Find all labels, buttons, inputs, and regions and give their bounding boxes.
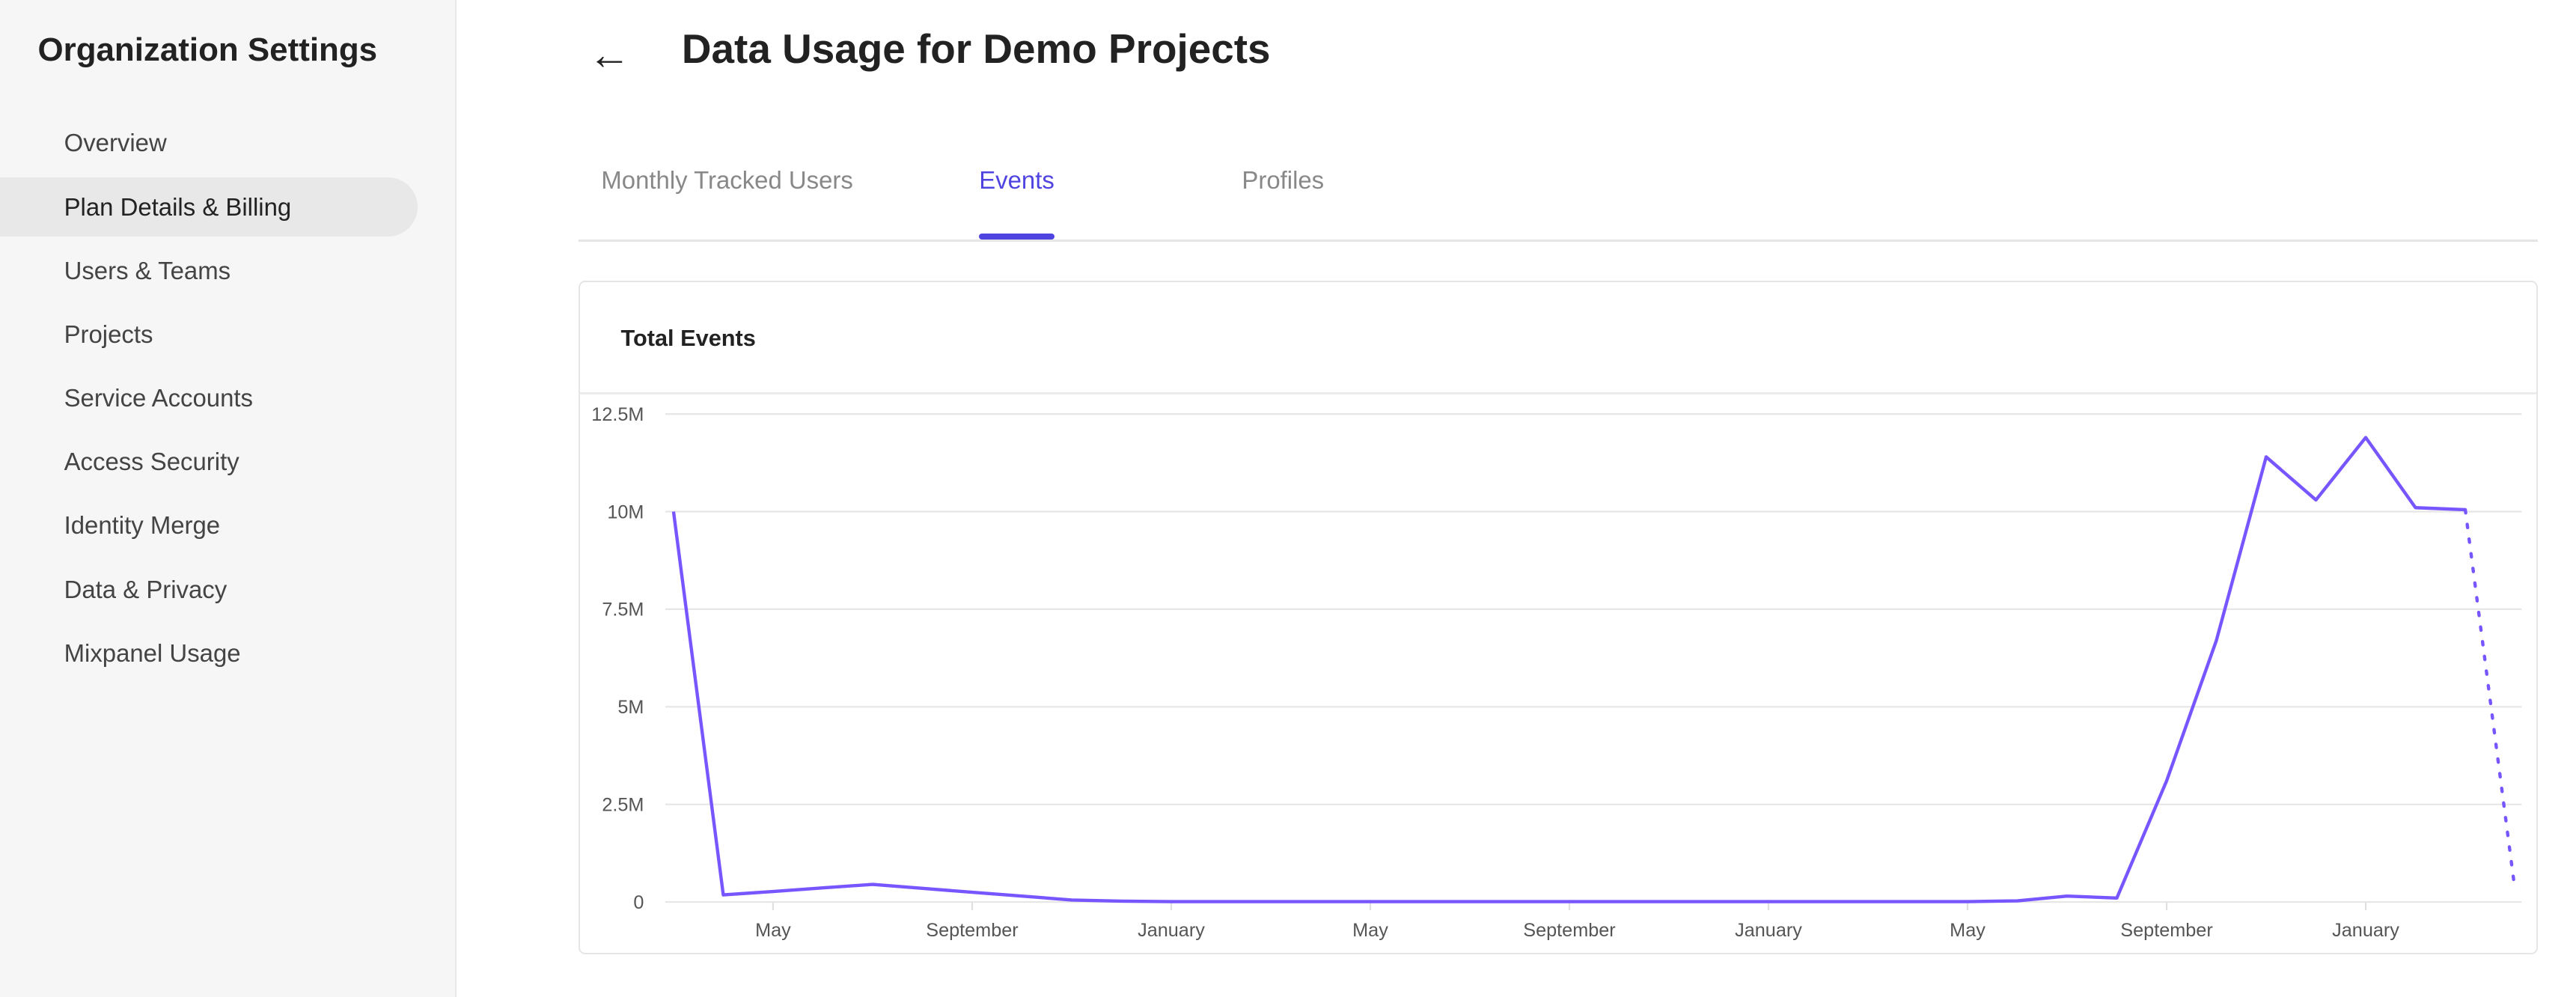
series-line (671, 436, 2466, 903)
tab-monthly-tracked-users[interactable]: Monthly Tracked Users (601, 165, 853, 194)
page-title: Data Usage for Demo Projects (681, 25, 1271, 72)
sidebar-item-service-accounts[interactable]: Service Accounts (64, 384, 253, 412)
tab-events[interactable]: Events (979, 165, 1054, 194)
x-tick-label: September (926, 920, 1018, 941)
x-tick-label: January (1735, 920, 1802, 941)
x-tick-label: January (2332, 920, 2399, 941)
sidebar-item-identity-merge[interactable]: Identity Merge (64, 511, 221, 540)
x-tick-label: May (1352, 920, 1388, 941)
y-tick-label: 10M (607, 501, 644, 522)
y-tick-label: 0 (633, 892, 644, 913)
x-tick-label: May (755, 920, 791, 941)
y-tick-label: 12.5M (591, 404, 644, 425)
sidebar-item-users-teams[interactable]: Users & Teams (64, 256, 231, 284)
y-tick-label: 5M (617, 697, 644, 718)
projected-segment (2463, 507, 2517, 892)
x-tick-label: May (1950, 920, 1986, 941)
sidebar-item-projects[interactable]: Projects (64, 320, 153, 348)
arrow-left-icon[interactable]: ← (587, 30, 631, 79)
tab-divider (578, 240, 2539, 242)
x-tick-label: January (1138, 920, 1205, 941)
y-tick-label: 2.5M (602, 794, 644, 815)
sidebar-item-overview[interactable]: Overview (64, 129, 167, 157)
sidebar-item-access-security[interactable]: Access Security (64, 448, 239, 476)
y-tick-label: 7.5M (602, 600, 644, 621)
x-tick-label: September (1523, 920, 1615, 941)
chart-card: Total Events (578, 281, 2539, 955)
sidebar: Organization Settings Overview Plan Detai… (0, 0, 457, 997)
card-divider (579, 392, 2537, 394)
tab-profiles[interactable]: Profiles (1242, 165, 1325, 194)
sidebar-item-plan-details-billing[interactable]: Plan Details & Billing (0, 177, 418, 237)
chart-title: Total Events (620, 325, 756, 352)
active-tab-indicator (979, 233, 1055, 240)
sidebar-item-data-privacy[interactable]: Data & Privacy (64, 575, 228, 603)
x-tick-label: September (2120, 920, 2212, 941)
sidebar-item-mixpanel-usage[interactable]: Mixpanel Usage (64, 638, 241, 667)
sidebar-title: Organization Settings (37, 31, 378, 68)
